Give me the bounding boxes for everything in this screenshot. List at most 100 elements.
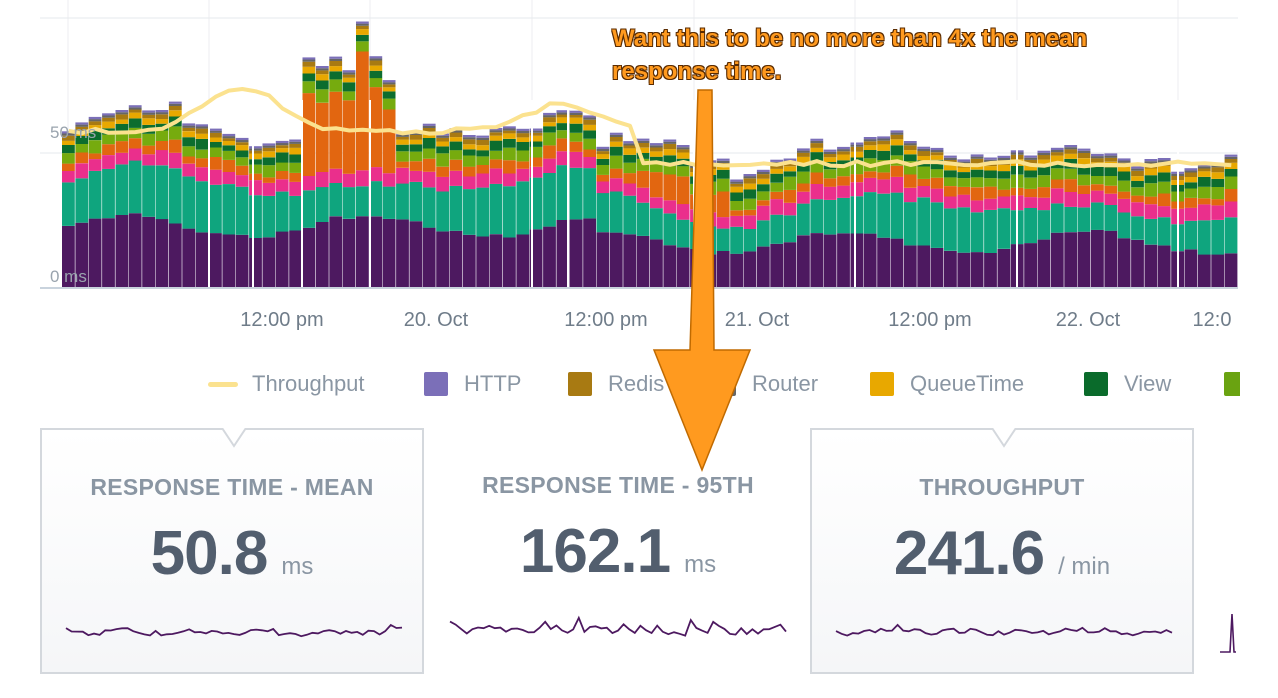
bar-segment	[609, 155, 623, 169]
bar-segment	[516, 234, 530, 288]
bar-segment	[88, 129, 102, 141]
bar-segment	[168, 105, 182, 111]
bar-segment	[436, 141, 449, 147]
bar-segment	[329, 66, 343, 72]
bar-segment	[462, 155, 476, 167]
bar-segment	[797, 203, 810, 236]
bar-segment	[235, 165, 249, 176]
bar-segment	[1144, 244, 1158, 288]
bar-segment	[342, 72, 356, 75]
bar-segment	[743, 215, 757, 229]
bar-segment	[543, 112, 556, 116]
legend-item[interactable]: Redis	[568, 362, 664, 406]
bar-segment	[102, 218, 115, 288]
bar-segment	[436, 135, 449, 138]
bar-segment	[770, 173, 784, 183]
bar-segment	[155, 112, 169, 115]
bar-segment	[356, 216, 369, 288]
bar-segment	[810, 152, 824, 161]
bar-segment	[1157, 193, 1171, 207]
bar-segment	[917, 197, 931, 246]
bar-segment	[1104, 167, 1118, 176]
bar-segment	[1077, 148, 1091, 151]
bar-segment	[676, 176, 690, 205]
bar-segment	[1064, 179, 1078, 192]
bar-segment	[930, 159, 944, 170]
bar-segment	[997, 248, 1011, 288]
bar-segment	[209, 130, 222, 133]
bar-segment	[382, 82, 396, 85]
bar-segment	[730, 183, 743, 187]
bar-segment	[476, 135, 490, 138]
bar-segment	[930, 188, 944, 203]
bar-segment	[168, 139, 182, 153]
bar-segment	[636, 147, 650, 153]
bar-segment	[730, 201, 743, 211]
bar-segment	[556, 117, 570, 124]
bar-segment	[155, 110, 169, 113]
bar-segment	[155, 141, 169, 151]
bar-segment	[315, 187, 329, 222]
bar-segment	[182, 127, 196, 132]
card-response-time-95th[interactable]: RESPONSE TIME - 95TH 162.1 ms	[426, 428, 810, 674]
bar-segment	[369, 70, 383, 79]
legend-item[interactable]: QueueTime	[870, 362, 1024, 406]
bar-segment	[1211, 165, 1225, 168]
legend-item[interactable]	[1224, 362, 1240, 406]
stacked-area-chart[interactable]: 100 ms 50 ms 0 ms 12:00 pm 20. Oct 12:00 pm 21…	[0, 0, 1278, 345]
bar-segment	[1104, 155, 1118, 158]
bar-segment	[650, 147, 663, 152]
bar-segment	[770, 182, 784, 192]
bar-segment	[877, 140, 890, 145]
bar-segment	[1024, 155, 1037, 158]
bar-segment	[462, 137, 476, 140]
bar-segment	[1050, 155, 1064, 162]
bar-segment	[1037, 159, 1051, 166]
bar-segment	[609, 134, 623, 137]
bar-segment	[850, 142, 864, 145]
card-title: THROUGHPUT	[919, 474, 1085, 500]
bar-segment	[1024, 159, 1037, 164]
bar-segment	[583, 138, 596, 150]
bar-segment	[382, 84, 396, 88]
bar-segment	[155, 119, 169, 124]
bar-segment	[182, 131, 196, 138]
bar-segment	[342, 100, 356, 174]
sparkline-path	[835, 623, 1173, 637]
card-throughput[interactable]: THROUGHPUT 241.6 / min	[810, 428, 1194, 674]
legend-item[interactable]: Throughput	[208, 362, 365, 406]
bar-segment	[877, 237, 890, 288]
bar-segment	[1197, 166, 1211, 169]
response-time-chart[interactable]: 100 ms 50 ms 0 ms 12:00 pm 20. Oct 12:00 pm 21…	[0, 0, 1278, 345]
bar-segment	[837, 166, 850, 177]
bar-segment	[195, 181, 209, 233]
card-response-time-mean[interactable]: RESPONSE TIME - MEAN 50.8 ms	[40, 428, 424, 674]
throughput-line	[68, 87, 1232, 169]
bar-segment	[1224, 154, 1238, 157]
bar-segment	[743, 198, 757, 210]
bar-segment	[903, 202, 917, 246]
bar-segment	[676, 166, 690, 177]
card-unit: / min	[1058, 553, 1111, 580]
bar-segment	[890, 176, 904, 193]
bar-segment	[823, 178, 837, 187]
legend-item[interactable]: HTTP	[424, 362, 521, 406]
legend-item[interactable]: View	[1084, 362, 1171, 406]
bar-segment	[1104, 185, 1118, 194]
bar-segment	[957, 178, 971, 187]
bar-segment	[877, 144, 890, 151]
bar-segment	[917, 146, 931, 149]
bar-segment	[970, 169, 984, 178]
bar-segment	[756, 171, 770, 175]
bar-segment	[1117, 238, 1131, 288]
bar-segment	[1144, 196, 1158, 205]
bar-segment	[235, 145, 249, 151]
bar-segment	[1104, 205, 1118, 231]
bar-segment	[609, 168, 623, 179]
bar-segment	[409, 151, 423, 162]
bar-segment	[716, 165, 730, 170]
bar-segment	[222, 172, 236, 184]
bar-segment	[382, 91, 396, 99]
bar-segment	[1064, 232, 1078, 288]
bar-segment	[289, 139, 302, 142]
